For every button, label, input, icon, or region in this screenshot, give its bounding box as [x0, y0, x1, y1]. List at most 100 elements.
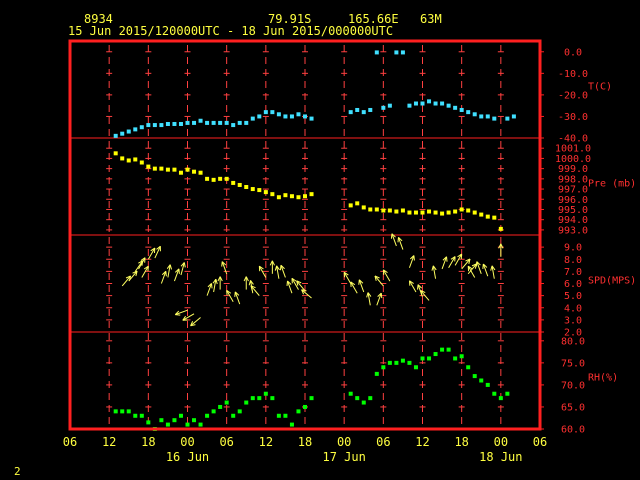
wind-arrow — [382, 269, 391, 282]
temperature-point — [205, 120, 210, 125]
wind-arrow — [166, 264, 173, 278]
wind-arrow-head — [482, 263, 488, 268]
wind-arrow-head — [274, 265, 278, 271]
wind-arrow-shaft — [408, 255, 415, 268]
wind-arrow-head — [358, 279, 360, 285]
y-tick-label: 999.0 — [558, 164, 588, 175]
x-tick-label: 06 — [376, 435, 390, 449]
wind-arrow-head — [279, 265, 282, 271]
wind-arrow — [180, 262, 186, 276]
wind-arrow-head — [132, 270, 138, 274]
temperature-point — [211, 120, 216, 125]
wind-arrow — [408, 280, 417, 293]
humidity-point — [231, 413, 236, 418]
wind-arrow-head — [166, 264, 171, 269]
wind-arrow-head — [269, 260, 273, 266]
wind-arrow-shaft — [221, 261, 228, 274]
temperature-point — [192, 120, 197, 125]
pressure-point — [126, 158, 131, 163]
humidity-point — [192, 418, 197, 423]
pressure-point — [146, 164, 151, 169]
wind-arrow-shaft — [182, 313, 195, 321]
y-tick-label: 70.0 — [561, 380, 585, 391]
wind-arrow-head — [291, 277, 297, 282]
humidity-point — [211, 409, 216, 414]
humidity-point — [165, 422, 170, 427]
wind-arrow-head — [248, 280, 252, 286]
temperature-point — [440, 101, 445, 106]
pressure-point — [413, 210, 418, 215]
humidity-point — [205, 413, 210, 418]
wind-arrow — [279, 264, 286, 278]
wind-arrow-head — [234, 291, 240, 296]
wind-arrow — [475, 261, 482, 274]
wind-arrow-shaft — [138, 257, 146, 270]
wind-arrow-head — [482, 263, 484, 270]
humidity-point — [309, 396, 314, 401]
pressure-point — [263, 190, 268, 195]
humidity-point — [459, 354, 464, 359]
wind-arrow-shaft — [491, 265, 495, 279]
temperature-point — [139, 125, 144, 130]
temperature-point — [433, 101, 438, 106]
wind-arrow — [498, 243, 504, 257]
pressure-point — [348, 203, 353, 208]
temperature-point — [133, 127, 138, 132]
wind-arrow-head — [138, 260, 143, 264]
wind-arrow — [376, 292, 383, 306]
humidity-point — [485, 382, 490, 387]
wind-arrow-head — [465, 258, 471, 262]
humidity-point — [348, 391, 353, 396]
pressure-point — [368, 207, 373, 212]
temperature-point — [355, 107, 360, 112]
humidity-point — [146, 420, 151, 425]
wind-arrow-head — [125, 275, 131, 279]
pressure-point — [211, 177, 216, 182]
pressure-point — [485, 214, 490, 219]
wind-arrow-shaft — [173, 268, 180, 282]
y-tick-label: 75.0 — [561, 358, 585, 369]
y-tick-label: -20.0 — [558, 90, 588, 101]
wind-arrow-head — [245, 276, 249, 282]
y-tick-label: 7.0 — [564, 267, 582, 278]
humidity-point — [400, 358, 405, 363]
humidity-point — [303, 404, 307, 409]
wind-arrow-shaft — [128, 270, 138, 282]
pressure-point — [165, 167, 170, 172]
time-range: 15 Jun 2015/120000UTC - 18 Jun 2015/0000… — [68, 24, 393, 38]
y-tick-label: 65.0 — [561, 402, 585, 413]
wind-arrow-shaft — [291, 278, 299, 290]
wind-arrow-head — [366, 292, 369, 298]
humidity-point — [368, 396, 373, 401]
humidity-point — [283, 413, 288, 418]
temperature-point — [387, 103, 392, 108]
pressure-point — [479, 212, 484, 217]
wind-arrow-shaft — [476, 261, 482, 274]
pressure-point — [113, 151, 118, 156]
pressure-point — [374, 207, 379, 212]
pressure-point — [185, 167, 190, 172]
y-tick-label: 3.0 — [564, 315, 582, 326]
y-tick-label: -40.0 — [558, 134, 588, 145]
wind-arrow-shaft — [250, 285, 260, 296]
wind-arrow — [217, 276, 223, 290]
wind-arrow-head — [468, 258, 471, 264]
humidity-point — [433, 352, 438, 357]
wind-arrow-head — [182, 315, 186, 321]
wind-arrow-head — [498, 243, 502, 249]
wind-arrow-head — [343, 271, 349, 276]
pressure-point — [139, 160, 144, 165]
wind-arrow — [454, 253, 463, 266]
wind-arrow-shaft — [147, 247, 156, 260]
temperature-point — [446, 103, 451, 108]
x-day-label: 16 Jun — [166, 450, 209, 464]
wind-arrow — [134, 260, 144, 272]
wind-arrow — [343, 271, 352, 284]
pressure-point — [296, 195, 301, 200]
panel-label: T(C) — [588, 82, 612, 93]
wind-arrow-head — [431, 265, 434, 271]
plot-frame — [68, 39, 542, 431]
wind-arrow-head — [350, 281, 356, 286]
wind-arrow-head — [280, 264, 285, 270]
